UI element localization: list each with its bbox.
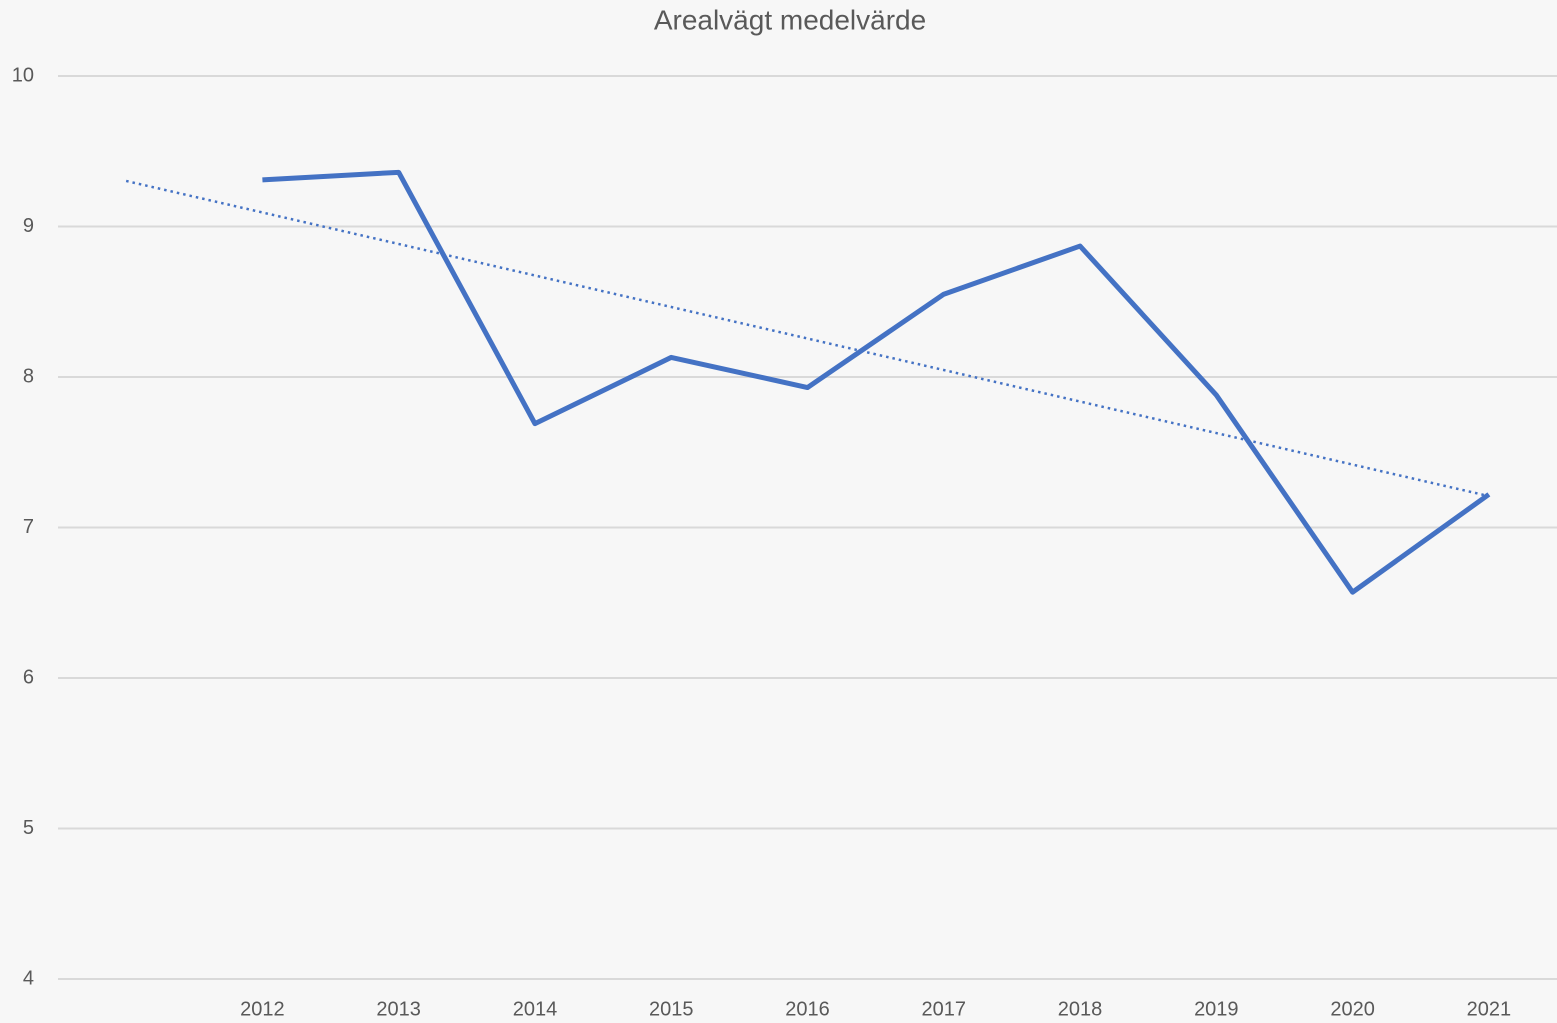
x-tick-label: 2015	[649, 998, 694, 1020]
y-tick-label: 4	[23, 967, 34, 989]
x-tick-label: 2016	[785, 998, 830, 1020]
chart: Arealvägt medelvärde 4 5 6 7 8 9 10 2012 2013 201…	[0, 0, 1557, 1023]
y-tick-label: 8	[23, 365, 34, 387]
x-tick-label: 2018	[1058, 998, 1103, 1020]
background	[0, 0, 1557, 1023]
x-tick-label: 2017	[922, 998, 967, 1020]
x-tick-label: 2019	[1194, 998, 1239, 1020]
x-tick-label: 2012	[240, 998, 285, 1020]
y-tick-label: 9	[23, 215, 34, 237]
x-tick-label: 2020	[1330, 998, 1375, 1020]
y-tick-label: 5	[23, 817, 34, 839]
x-tick-label: 2021	[1467, 998, 1512, 1020]
y-tick-label: 6	[23, 666, 34, 688]
x-tick-label: 2014	[513, 998, 558, 1020]
y-tick-label: 10	[12, 64, 34, 86]
x-tick-label: 2013	[376, 998, 421, 1020]
chart-title: Arealvägt medelvärde	[654, 4, 926, 35]
y-tick-label: 7	[23, 516, 34, 538]
